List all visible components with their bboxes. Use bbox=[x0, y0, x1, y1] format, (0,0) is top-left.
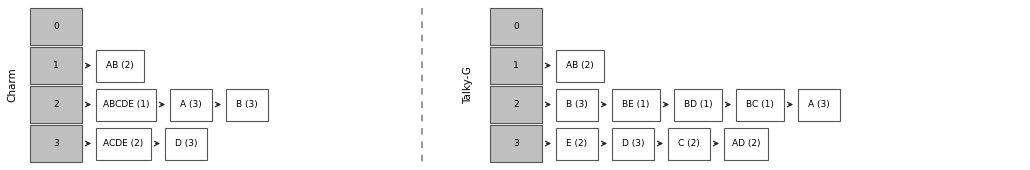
Bar bbox=[612, 89, 660, 121]
Bar bbox=[165, 128, 207, 159]
Bar bbox=[490, 8, 542, 45]
Bar bbox=[30, 47, 82, 84]
Text: 3: 3 bbox=[513, 139, 519, 148]
Text: BC (1): BC (1) bbox=[746, 100, 774, 109]
Text: A (3): A (3) bbox=[180, 100, 202, 109]
Bar bbox=[30, 125, 82, 162]
Text: D (3): D (3) bbox=[622, 139, 644, 148]
Text: 0: 0 bbox=[513, 22, 519, 31]
Text: A (3): A (3) bbox=[809, 100, 830, 109]
Text: 0: 0 bbox=[54, 22, 59, 31]
Bar bbox=[668, 128, 710, 159]
Text: Charm: Charm bbox=[7, 68, 18, 102]
Text: AB (2): AB (2) bbox=[566, 61, 594, 70]
Text: 2: 2 bbox=[513, 100, 519, 109]
Text: D (3): D (3) bbox=[175, 139, 198, 148]
Text: 2: 2 bbox=[54, 100, 59, 109]
Bar bbox=[96, 49, 144, 81]
Text: B (3): B (3) bbox=[566, 100, 588, 109]
Bar bbox=[96, 128, 151, 159]
Bar bbox=[556, 128, 598, 159]
Text: 3: 3 bbox=[54, 139, 59, 148]
Bar bbox=[612, 128, 654, 159]
Bar bbox=[556, 49, 604, 81]
Bar bbox=[490, 47, 542, 84]
Text: ABCDE (1): ABCDE (1) bbox=[103, 100, 149, 109]
Bar bbox=[30, 8, 82, 45]
Text: BD (1): BD (1) bbox=[684, 100, 713, 109]
Bar bbox=[226, 89, 268, 121]
Bar bbox=[724, 128, 768, 159]
Bar bbox=[736, 89, 784, 121]
Text: 1: 1 bbox=[54, 61, 59, 70]
Text: Talky-G: Talky-G bbox=[464, 66, 473, 104]
Text: C (2): C (2) bbox=[678, 139, 699, 148]
Text: B (3): B (3) bbox=[236, 100, 258, 109]
Text: BE (1): BE (1) bbox=[622, 100, 650, 109]
Bar bbox=[490, 125, 542, 162]
Text: ACDE (2): ACDE (2) bbox=[103, 139, 143, 148]
Bar bbox=[490, 86, 542, 123]
Bar bbox=[798, 89, 840, 121]
Bar bbox=[30, 86, 82, 123]
Bar bbox=[674, 89, 722, 121]
Text: AB (2): AB (2) bbox=[106, 61, 134, 70]
Bar bbox=[170, 89, 212, 121]
Text: 1: 1 bbox=[513, 61, 519, 70]
Text: E (2): E (2) bbox=[566, 139, 587, 148]
Bar bbox=[96, 89, 156, 121]
Text: AD (2): AD (2) bbox=[731, 139, 760, 148]
Bar bbox=[556, 89, 598, 121]
